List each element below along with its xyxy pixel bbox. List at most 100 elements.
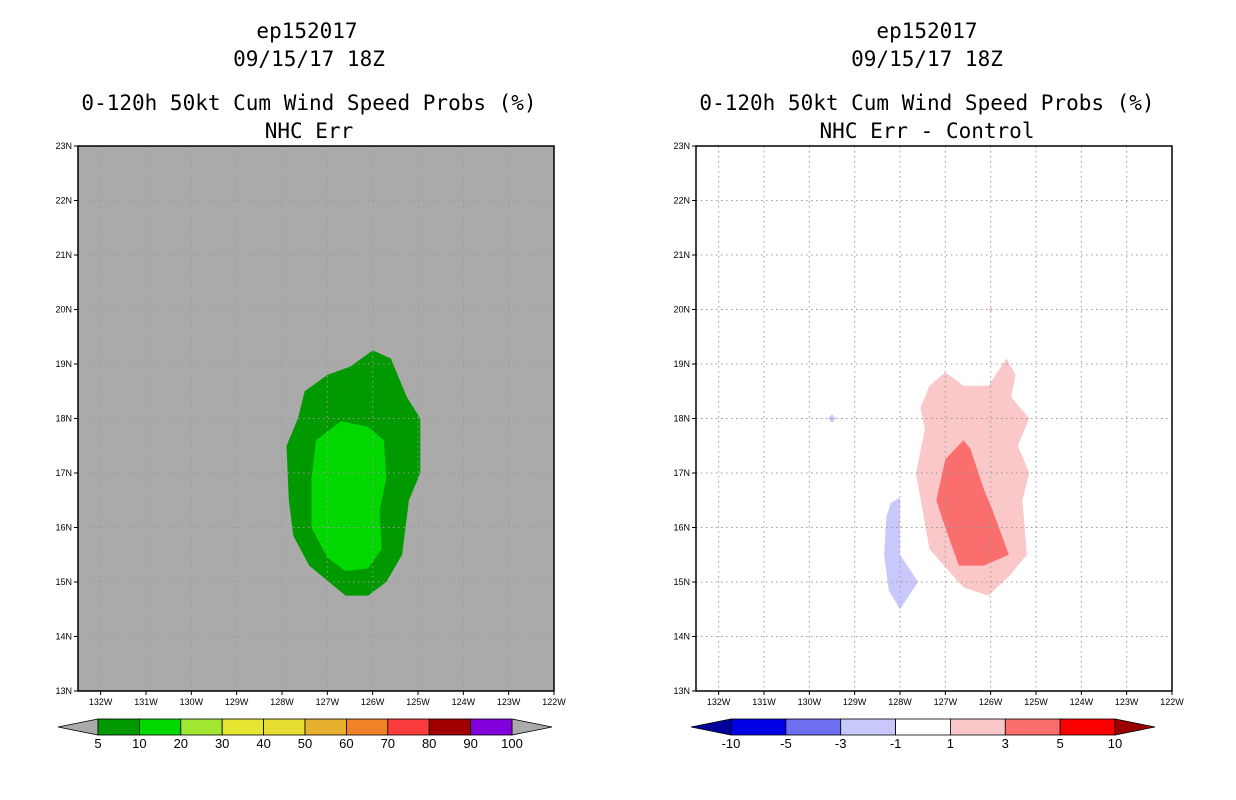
chart-panel-nhc-err-minus-control: ep152017 09/15/17 18Z 0-120h 50kt Cum Wi… <box>618 0 1236 800</box>
colorbar-segment <box>180 718 223 736</box>
x-tick-label: 122W <box>542 697 566 707</box>
y-tick-label: 18N <box>55 414 72 424</box>
colorbar-label: -5 <box>780 736 792 751</box>
colorbar-label: 3 <box>1002 736 1009 751</box>
colorbar-segment <box>785 718 842 736</box>
colorbar-label: 1 <box>947 736 954 751</box>
x-tick-label: 129W <box>225 697 249 707</box>
y-tick-label: 14N <box>55 632 72 642</box>
chart-title: 0-120h 50kt Cum Wind Speed Probs (%) <box>699 91 1154 115</box>
colorbar-label: -10 <box>722 736 741 751</box>
contour-diff-plus-1-3-speck <box>988 306 993 313</box>
x-tick-label: 125W <box>406 697 430 707</box>
x-tick-label: 124W <box>452 697 476 707</box>
x-tick-label: 126W <box>361 697 385 707</box>
colorbar-low-arrow <box>57 718 99 736</box>
y-tick-label: 19N <box>55 359 72 369</box>
y-tick-label: 21N <box>673 250 690 260</box>
y-tick-label: 23N <box>673 141 690 151</box>
grid-layer <box>696 145 1173 692</box>
x-tick-label: 128W <box>270 697 294 707</box>
colorbar-segment <box>263 718 306 736</box>
colorbar: 5 10 20 30 40 50 60 70 80 90 100 <box>57 718 553 751</box>
chart-subtitle: NHC Err <box>265 119 354 143</box>
colorbar-label: 100 <box>501 736 523 751</box>
colorbar-segment <box>138 718 182 736</box>
colorbar-segment <box>1004 718 1061 736</box>
datetime-label: 09/15/17 18Z <box>233 47 385 71</box>
x-tick-label: 125W <box>1024 697 1048 707</box>
contour-diff-minus-3-1 <box>884 497 919 610</box>
colorbar-label: 90 <box>463 736 477 751</box>
y-tick-label: 15N <box>55 577 72 587</box>
storm-id-label: ep152017 <box>876 19 977 43</box>
colorbar-segment <box>221 718 264 736</box>
y-tick-label: 23N <box>55 141 72 151</box>
y-axis-ticks: 13N 14N 15N 16N 17N 18N 19N 20N 21N 22N 23N <box>673 141 696 696</box>
colorbar-segment <box>895 718 951 736</box>
colorbar-segment <box>730 718 787 736</box>
colorbar-segment <box>345 718 389 736</box>
x-tick-label: 131W <box>752 697 776 707</box>
colorbar-label: 20 <box>174 736 188 751</box>
colorbar-label: 80 <box>422 736 436 751</box>
y-tick-label: 17N <box>55 468 72 478</box>
y-axis-ticks: 13N 14N 15N 16N 17N 18N 19N 20N 21N 22N 23N <box>55 141 78 696</box>
colorbar-label: 10 <box>132 736 146 751</box>
x-tick-label: 124W <box>1070 697 1094 707</box>
contour-prob-10-20 <box>311 421 387 572</box>
x-tick-label: 132W <box>89 697 113 707</box>
chart-subtitle: NHC Err - Control <box>820 119 1035 143</box>
y-tick-label: 14N <box>673 632 690 642</box>
colorbar-high-arrow <box>511 718 553 736</box>
y-tick-label: 20N <box>55 305 72 315</box>
colorbar: -10 -5 -3 -1 1 3 5 10 <box>690 718 1156 751</box>
storm-id-label: ep152017 <box>256 19 357 43</box>
x-tick-label: 130W <box>798 697 822 707</box>
colorbar-segment <box>840 718 896 736</box>
colorbar-segment <box>304 718 347 736</box>
x-tick-label: 122W <box>1160 697 1184 707</box>
chart-svg-nhc-err: ep152017 09/15/17 18Z 0-120h 50kt Cum Wi… <box>55 19 566 751</box>
x-tick-label: 130W <box>180 697 204 707</box>
colorbar-label: 50 <box>298 736 312 751</box>
x-axis-ticks: 132W 131W 130W 129W 128W 127W 126W 125W 124W 123W… <box>89 691 566 707</box>
x-tick-label: 128W <box>888 697 912 707</box>
colorbar-label: 30 <box>215 736 229 751</box>
y-tick-label: 17N <box>673 468 690 478</box>
colorbar-segment <box>387 718 430 736</box>
x-tick-label: 123W <box>497 697 521 707</box>
x-tick-label: 132W <box>707 697 731 707</box>
y-tick-label: 19N <box>673 359 690 369</box>
x-tick-label: 129W <box>843 697 867 707</box>
chart-title: 0-120h 50kt Cum Wind Speed Probs (%) <box>81 91 536 115</box>
chart-svg-nhc-err-minus-control: ep152017 09/15/17 18Z 0-120h 50kt Cum Wi… <box>673 19 1184 751</box>
x-tick-label: 131W <box>134 697 158 707</box>
x-tick-label: 123W <box>1115 697 1139 707</box>
y-tick-label: 13N <box>55 686 72 696</box>
colorbar-segment <box>470 718 513 736</box>
colorbar-segment <box>428 718 472 736</box>
datetime-label: 09/15/17 18Z <box>851 47 1003 71</box>
chart-panel-nhc-err: ep152017 09/15/17 18Z 0-120h 50kt Cum Wi… <box>55 19 566 751</box>
colorbar-label: 70 <box>381 736 395 751</box>
colorbar-label: 60 <box>339 736 353 751</box>
colorbar-label: -3 <box>835 736 847 751</box>
y-tick-label: 20N <box>673 305 690 315</box>
y-tick-label: 21N <box>55 250 72 260</box>
y-tick-label: 22N <box>673 196 690 206</box>
y-tick-label: 18N <box>673 414 690 424</box>
y-tick-label: 16N <box>673 523 690 533</box>
y-tick-label: 22N <box>55 196 72 206</box>
x-axis-ticks: 132W 131W 130W 129W 128W 127W 126W 125W 124W 123W… <box>707 691 1184 707</box>
colorbar-label: 5 <box>1056 736 1063 751</box>
y-tick-label: 16N <box>55 523 72 533</box>
x-tick-label: 127W <box>934 697 958 707</box>
colorbar-label: -1 <box>890 736 902 751</box>
colorbar-low-arrow <box>690 718 732 736</box>
colorbar-label: 5 <box>94 736 101 751</box>
colorbar-segment <box>97 718 140 736</box>
contour-diff-plus-3-5 <box>936 440 1009 566</box>
colorbar-label: 40 <box>256 736 270 751</box>
colorbar-label: 10 <box>1108 736 1122 751</box>
